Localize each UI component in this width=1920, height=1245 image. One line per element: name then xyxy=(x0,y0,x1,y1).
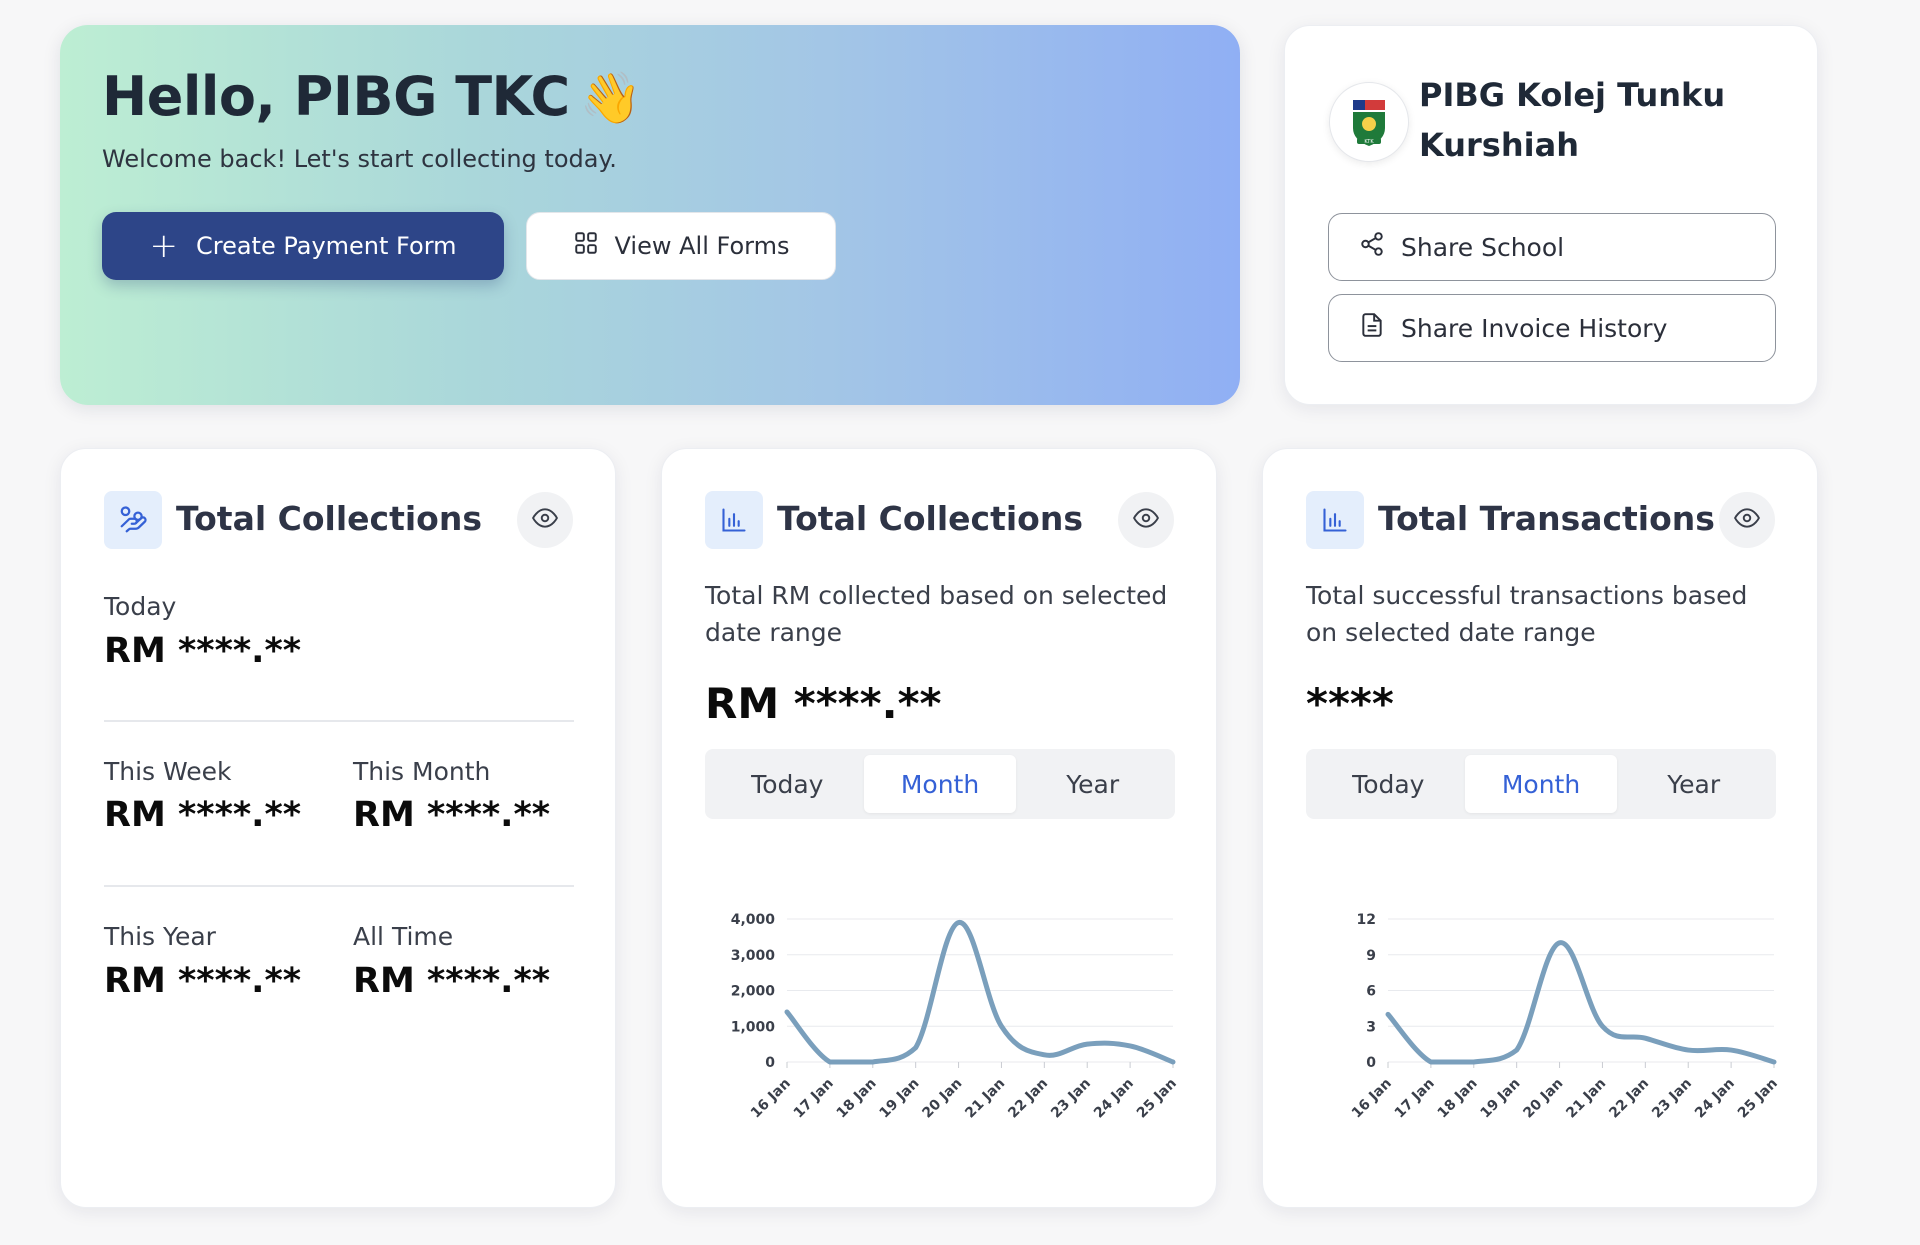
this-year-value: RM ****.** xyxy=(104,961,302,1001)
card-title: Total Collections xyxy=(777,499,1083,538)
toggle-visibility-button[interactable] xyxy=(1719,492,1775,548)
hand-coins-icon xyxy=(104,491,162,549)
school-logo: KTK xyxy=(1329,82,1409,162)
x-tick-label: 20 Jan xyxy=(919,1076,965,1122)
plus-icon: + xyxy=(149,226,178,266)
x-tick-label: 25 Jan xyxy=(1134,1076,1180,1122)
y-tick-label: 3,000 xyxy=(731,948,776,964)
tab-year[interactable]: Year xyxy=(1066,769,1120,799)
all-time-label: All Time xyxy=(353,922,454,951)
tab-today[interactable]: Today xyxy=(1352,769,1425,799)
greeting-text: Hello, PIBG TKC xyxy=(102,65,570,128)
tab-month[interactable]: Month xyxy=(1464,755,1618,813)
collections-chart-card: Total Collections Total RM collected bas… xyxy=(661,448,1217,1208)
x-tick-label: 17 Jan xyxy=(791,1076,837,1122)
x-tick-label: 22 Jan xyxy=(1005,1076,1051,1122)
series-line xyxy=(784,920,1176,1065)
this-month-label: This Month xyxy=(353,757,491,786)
date-range-tabs: Today Month Year xyxy=(1306,749,1776,819)
eye-icon xyxy=(531,505,559,535)
share-icon xyxy=(1359,231,1385,263)
all-time-value: RM ****.** xyxy=(353,961,551,1001)
this-week-label: This Week xyxy=(104,757,232,786)
card-description: Total RM collected based on selected dat… xyxy=(705,581,1168,647)
y-tick-label: 9 xyxy=(1366,948,1376,964)
x-tick-label: 19 Jan xyxy=(1478,1076,1524,1122)
total-value: **** xyxy=(1306,679,1394,728)
svg-text:KTK: KTK xyxy=(1364,139,1374,145)
toggle-visibility-button[interactable] xyxy=(517,492,573,548)
welcome-banner: Hello, PIBG TKC 👋 Welcome back! Let's sta… xyxy=(60,25,1240,405)
x-tick-label: 22 Jan xyxy=(1606,1076,1652,1122)
y-tick-label: 6 xyxy=(1366,984,1376,1000)
today-value: RM ****.** xyxy=(104,631,302,671)
grid-icon xyxy=(573,230,599,262)
x-tick-label: 18 Jan xyxy=(834,1076,880,1122)
x-tick-label: 17 Jan xyxy=(1392,1076,1438,1122)
y-tick-label: 3 xyxy=(1366,1019,1376,1035)
share-invoice-history-button[interactable]: Share Invoice History xyxy=(1328,294,1776,362)
view-all-forms-button[interactable]: View All Forms xyxy=(526,212,836,280)
x-tick-label: 20 Jan xyxy=(1520,1076,1566,1122)
x-tick-label: 24 Jan xyxy=(1091,1076,1137,1122)
tab-month[interactable]: Month xyxy=(863,755,1017,813)
create-payment-form-label: Create Payment Form xyxy=(195,232,457,260)
x-tick-label: 25 Jan xyxy=(1735,1076,1781,1122)
divider xyxy=(104,720,574,722)
collections-summary-card: Total Collections Today RM ****.** This … xyxy=(60,448,616,1208)
eye-icon xyxy=(1132,505,1160,535)
greeting-heading: Hello, PIBG TKC 👋 xyxy=(102,65,642,128)
y-tick-label: 0 xyxy=(765,1055,775,1071)
x-tick-label: 24 Jan xyxy=(1692,1076,1738,1122)
this-month-value: RM ****.** xyxy=(353,795,551,835)
this-week-value: RM ****.** xyxy=(104,795,302,835)
view-all-forms-label: View All Forms xyxy=(614,232,790,260)
create-payment-form-button[interactable]: + Create Payment Form xyxy=(102,212,504,280)
eye-icon xyxy=(1733,505,1761,535)
toggle-visibility-button[interactable] xyxy=(1118,492,1174,548)
today-label: Today xyxy=(104,592,177,621)
card-title: Total Transactions xyxy=(1378,499,1715,538)
total-value: RM ****.** xyxy=(705,679,942,728)
card-title: Total Collections xyxy=(176,499,482,538)
y-tick-label: 2,000 xyxy=(731,984,776,1000)
transactions-chart-card: Total Transactions Total successful tran… xyxy=(1262,448,1818,1208)
y-tick-label: 1,000 xyxy=(731,1019,776,1035)
x-tick-label: 21 Jan xyxy=(1563,1076,1609,1122)
x-tick-label: 16 Jan xyxy=(748,1076,794,1122)
x-tick-label: 23 Jan xyxy=(1649,1076,1695,1122)
document-icon xyxy=(1359,312,1385,344)
bar-chart-icon xyxy=(1306,491,1364,549)
share-school-label: Share School xyxy=(1401,232,1565,262)
tab-today[interactable]: Today xyxy=(751,769,824,799)
y-tick-label: 4,000 xyxy=(731,912,776,928)
this-year-label: This Year xyxy=(104,922,216,951)
school-card: KTK PIBG Kolej Tunku Kurshiah Share Scho… xyxy=(1284,25,1818,405)
x-tick-label: 19 Jan xyxy=(877,1076,923,1122)
x-tick-label: 18 Jan xyxy=(1435,1076,1481,1122)
tab-year[interactable]: Year xyxy=(1667,769,1721,799)
y-tick-label: 12 xyxy=(1357,912,1376,928)
y-tick-label: 0 xyxy=(1366,1055,1376,1071)
share-school-button[interactable]: Share School xyxy=(1328,213,1776,281)
series-line xyxy=(1385,940,1777,1065)
date-range-tabs: Today Month Year xyxy=(705,749,1175,819)
wave-icon: 👋 xyxy=(579,69,642,127)
x-tick-label: 16 Jan xyxy=(1349,1076,1395,1122)
x-tick-label: 21 Jan xyxy=(962,1076,1008,1122)
card-description: Total successful transactions based on s… xyxy=(1306,581,1748,647)
divider xyxy=(104,885,574,887)
bar-chart-icon xyxy=(705,491,763,549)
school-name: PIBG Kolej Tunku Kurshiah xyxy=(1419,76,1726,164)
x-tick-label: 23 Jan xyxy=(1048,1076,1094,1122)
welcome-subtitle: Welcome back! Let's start collecting tod… xyxy=(102,145,617,173)
share-invoice-history-label: Share Invoice History xyxy=(1401,313,1668,343)
